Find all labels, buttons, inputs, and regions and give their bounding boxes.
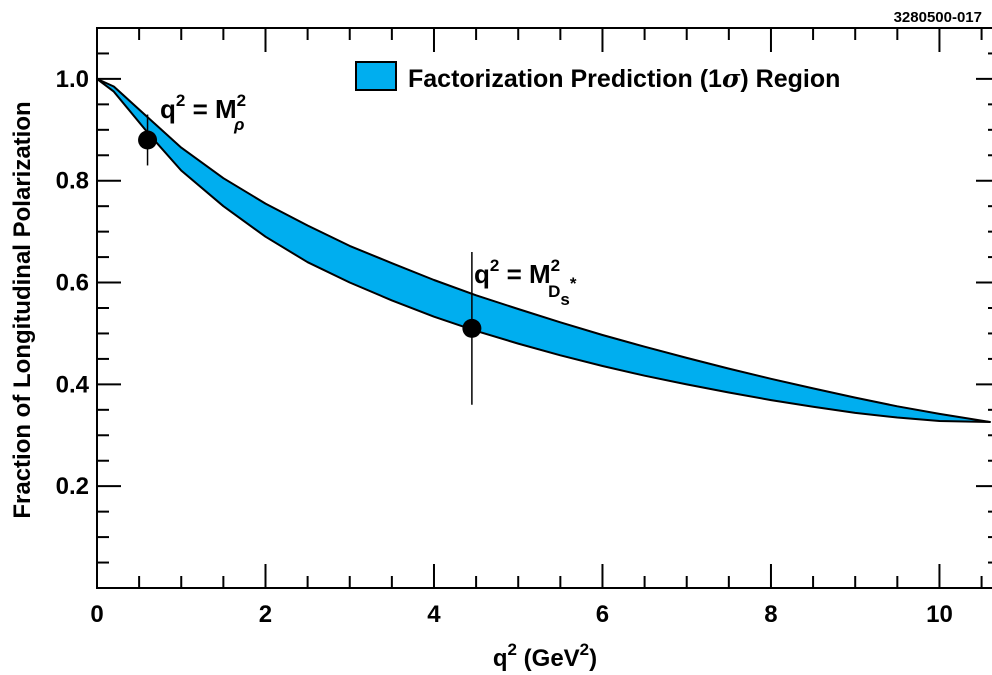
legend-label: Factorization Prediction (1σ) Region — [408, 64, 840, 93]
y-tick-label: 0.6 — [56, 270, 89, 297]
point-label-rho: q2 = M2 ρ — [160, 91, 246, 134]
data-point-0 — [138, 130, 158, 150]
x-tick-label: 8 — [764, 601, 777, 628]
y-tick-label: 0.4 — [56, 371, 90, 398]
x-tick-label: 4 — [427, 601, 441, 628]
x-tick-label: 0 — [90, 601, 103, 628]
point-label-dstar: q2 = M2 Ds* — [474, 256, 577, 309]
x-tick-label: 2 — [259, 601, 272, 628]
x-tick-label: 6 — [596, 601, 609, 628]
prediction-band — [96, 77, 991, 423]
y-axis-title: Fraction of Longitudinal Polarization — [9, 101, 36, 518]
data-point-1 — [462, 318, 482, 338]
band-layer — [96, 77, 991, 423]
legend: Factorization Prediction (1σ) Region — [355, 61, 840, 93]
figure-tag: 3280500-017 — [894, 9, 982, 26]
points-layer — [138, 114, 482, 405]
y-tick-label: 0.2 — [56, 473, 89, 500]
axes-layer: 0 2 4 6 8 10 0.2 0.4 0.6 0.8 1.0 — [56, 27, 992, 628]
x-axis-title: q2 (GeV2) — [493, 640, 597, 672]
y-tick-label: 0.8 — [56, 168, 89, 195]
y-tick-label: 1.0 — [56, 66, 89, 93]
legend-swatch — [355, 61, 397, 91]
x-tick-label: 10 — [926, 601, 953, 628]
